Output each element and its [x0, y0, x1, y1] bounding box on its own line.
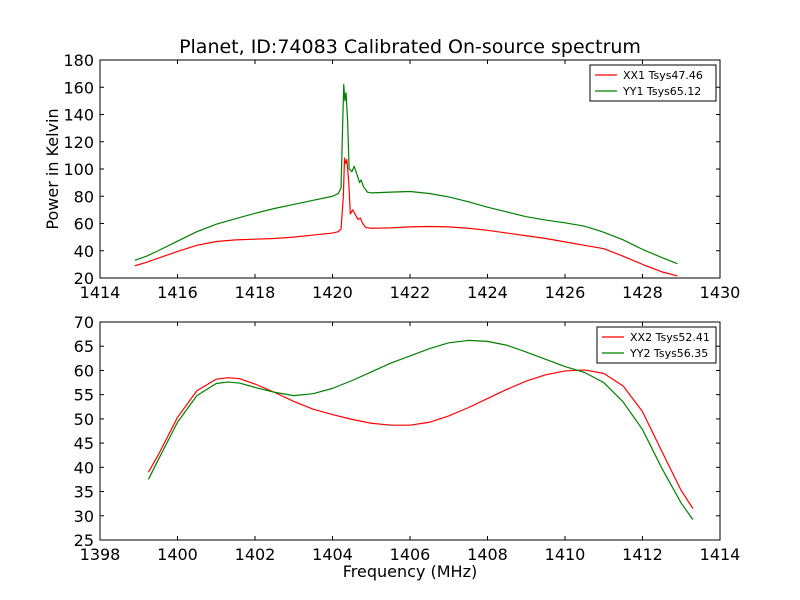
y-tick-label: 20 — [74, 269, 94, 288]
x-tick-label: 1426 — [545, 283, 586, 302]
series-line-1 — [134, 157, 678, 277]
y-tick-label: 140 — [63, 106, 94, 125]
legend: XX2 Tsys52.41 YY2 Tsys56.35 — [596, 326, 717, 364]
x-tick-label: 1408 — [467, 545, 508, 564]
x-tick-label: 1422 — [390, 283, 431, 302]
bottom-spectrum-panel: Frequency (MHz) 1398 1400 1402 1404 1406 1408… — [74, 313, 741, 581]
series-line-2 — [147, 339, 694, 520]
y-tick-label: 45 — [74, 434, 94, 453]
x-tick-label: 1416 — [157, 283, 198, 302]
x-tick-label: 1412 — [622, 545, 663, 564]
y-tick-label: 65 — [74, 337, 94, 356]
x-tick-label: 1428 — [622, 283, 663, 302]
legend-box — [596, 326, 717, 364]
legend-label: YY2 Tsys56.35 — [629, 347, 708, 360]
y-tick-label: 25 — [74, 531, 94, 550]
x-tick-label: 1430 — [700, 283, 741, 302]
series-line-2 — [134, 83, 678, 265]
y-tick-label: 60 — [74, 361, 94, 380]
x-axis-label: Frequency (MHz) — [343, 562, 477, 581]
x-tick-label: 1414 — [700, 545, 741, 564]
x-tick-label: 1404 — [312, 545, 353, 564]
x-tick-label: 1398 — [80, 545, 121, 564]
x-tick-label: 1414 — [80, 283, 121, 302]
legend-box — [589, 64, 717, 102]
y-tick-label: 180 — [63, 51, 94, 70]
y-tick-label: 70 — [74, 313, 94, 332]
x-tick-label: 1410 — [545, 545, 586, 564]
x-tick-label: 1402 — [235, 545, 276, 564]
y-tick-label: 40 — [74, 458, 94, 477]
legend: XX1 Tsys47.46 YY1 Tsys65.12 — [589, 64, 717, 102]
y-tick-label: 100 — [63, 160, 94, 179]
y-tick-label: 40 — [74, 242, 94, 261]
chart-title: Planet, ID:74083 Calibrated On-source sp… — [179, 36, 641, 58]
y-tick-label: 80 — [74, 187, 94, 206]
y-tick-label: 160 — [63, 78, 94, 97]
top-spectrum-panel: Planet, ID:74083 Calibrated On-source sp… — [43, 36, 740, 302]
y-tick-label: 50 — [74, 410, 94, 429]
x-tick-label: 1406 — [390, 545, 431, 564]
bottom-plot-marks: 1398 1400 1402 1404 1406 1408 1410 1412 1414 25 30… — [74, 313, 741, 564]
series-line-1 — [147, 369, 694, 509]
x-tick-label: 1418 — [235, 283, 276, 302]
x-tick-label: 1400 — [157, 545, 198, 564]
y-tick-label: 30 — [74, 507, 94, 526]
legend-label: YY1 Tsys65.12 — [622, 85, 701, 98]
legend-label: XX2 Tsys52.41 — [630, 331, 710, 344]
y-tick-label: 120 — [63, 133, 94, 152]
y-tick-label: 55 — [74, 386, 94, 405]
y-tick-label: 60 — [74, 215, 94, 234]
legend-label: XX1 Tsys47.46 — [623, 69, 703, 82]
x-tick-label: 1424 — [467, 283, 508, 302]
top-plot-marks: 1414 1416 1418 1420 1422 1424 1426 1428 1430 20 40… — [63, 51, 740, 302]
x-tick-label: 1420 — [312, 283, 353, 302]
y-axis-label: Power in Kelvin — [43, 108, 62, 229]
y-tick-label: 35 — [74, 483, 94, 502]
